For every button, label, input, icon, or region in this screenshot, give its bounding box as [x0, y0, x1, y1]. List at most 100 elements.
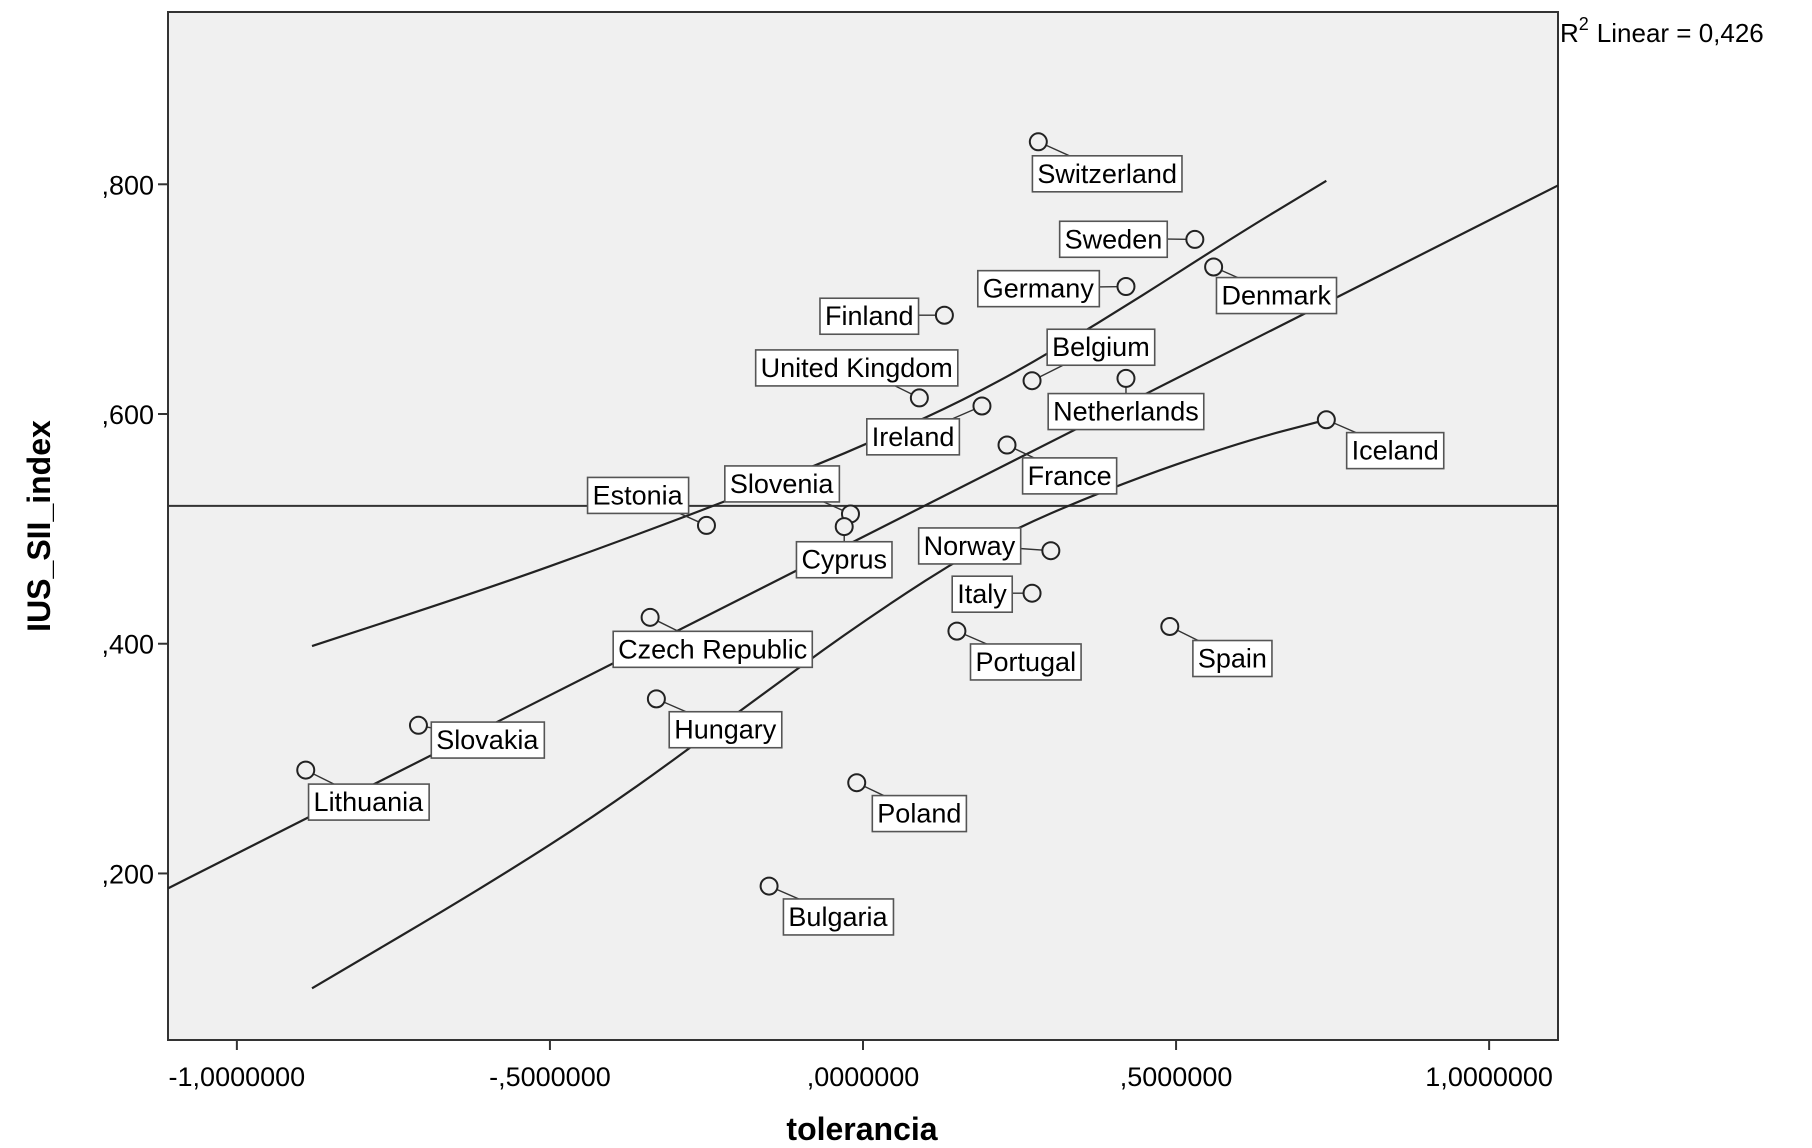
point-marker: [696, 515, 716, 535]
point-label-box: [976, 269, 1101, 308]
point-label: Czech Republic: [618, 634, 807, 664]
point-label: Sweden: [1065, 224, 1163, 254]
point-label-box: [668, 710, 783, 749]
x-tick-label: ,0000000: [807, 1062, 920, 1092]
point-label: Switzerland: [1037, 159, 1177, 189]
data-point: Slovakia: [408, 715, 546, 759]
point-label: Estonia: [593, 480, 684, 510]
point-label: Ireland: [872, 422, 955, 452]
point-label: Cyprus: [801, 545, 887, 575]
point-marker: [296, 760, 316, 780]
r2-label: R2 Linear = 0,426: [1560, 14, 1764, 48]
point-label-box: [951, 575, 1014, 613]
point-marker: [1028, 132, 1048, 152]
data-point: Iceland: [1316, 410, 1445, 470]
x-tick-label: 1,0000000: [1425, 1062, 1553, 1092]
point-marker: [972, 396, 992, 416]
point-marker: [759, 876, 779, 896]
y-axis-title: IUS_SII_index: [21, 420, 57, 632]
x-tick-label: ,5000000: [1120, 1062, 1233, 1092]
point-marker: [1022, 371, 1042, 391]
y-tick-label: ,600: [101, 400, 154, 430]
point-label-box: [586, 476, 690, 515]
point-label-box: [1215, 276, 1338, 315]
data-point: Italy: [951, 575, 1042, 613]
point-marker: [847, 773, 867, 793]
data-point: France: [997, 435, 1118, 495]
data-point: Lithuania: [296, 760, 430, 821]
point-label: Belgium: [1052, 332, 1150, 362]
point-marker: [934, 305, 954, 325]
point-label: Bulgaria: [788, 902, 888, 932]
point-label-box: [795, 540, 893, 579]
point-marker: [1316, 410, 1336, 430]
point-label-box: [917, 527, 1022, 565]
point-marker: [834, 517, 854, 537]
data-point: Belgium: [1022, 328, 1156, 391]
point-label-box: [754, 349, 959, 387]
point-marker: [1204, 257, 1224, 277]
y-tick-label: ,400: [101, 630, 154, 660]
point-marker: [997, 435, 1017, 455]
point-label: Spain: [1198, 644, 1267, 674]
data-point: Hungary: [646, 689, 783, 749]
point-marker: [408, 715, 428, 735]
point-label: Norway: [924, 531, 1016, 561]
data-point: Portugal: [947, 621, 1082, 681]
point-label: Iceland: [1352, 436, 1439, 466]
point-label-box: [1021, 457, 1118, 495]
data-point: Sweden: [1058, 220, 1205, 259]
point-label: Italy: [957, 579, 1007, 609]
point-marker: [909, 388, 929, 408]
point-marker: [1185, 229, 1205, 249]
point-label: Portugal: [976, 647, 1077, 677]
data-point: Finland: [819, 297, 954, 336]
point-label-box: [724, 465, 841, 503]
point-label-box: [1192, 639, 1273, 678]
point-label-box: [871, 794, 968, 833]
point-label: Lithuania: [314, 787, 425, 817]
ticks-layer: -1,0000000 -,5000000 ,0000000 ,5000000 1,000…: [101, 170, 1553, 1092]
x-axis-title: tolerancia: [786, 1111, 937, 1147]
x-tick-label: -1,0000000: [169, 1062, 306, 1092]
y-tick-label: ,200: [101, 859, 154, 889]
point-label-box: [1046, 328, 1156, 367]
data-point: Bulgaria: [759, 876, 895, 936]
r2-text: Linear = 0,426: [1597, 18, 1764, 48]
point-marker: [1022, 583, 1042, 603]
point-label-box: [1058, 220, 1169, 259]
point-marker: [1160, 617, 1180, 637]
data-point: United Kingdom: [754, 349, 959, 408]
point-label: United Kingdom: [761, 353, 953, 383]
y-tick-label: ,800: [101, 170, 154, 200]
data-point: Switzerland: [1028, 132, 1183, 193]
point-label-box: [612, 630, 814, 669]
data-point: Spain: [1160, 617, 1273, 678]
point-label: Poland: [877, 799, 961, 829]
x-tick-label: -,5000000: [489, 1062, 611, 1092]
point-marker: [1041, 541, 1061, 561]
point-label: Hungary: [674, 715, 777, 745]
data-point: Poland: [847, 773, 968, 833]
data-point: Slovenia: [724, 465, 860, 524]
point-marker: [640, 607, 660, 627]
data-point: Estonia: [586, 476, 716, 535]
point-label: Slovakia: [436, 725, 539, 755]
point-label-box: [866, 418, 961, 456]
data-point: Cyprus: [795, 517, 893, 579]
point-marker: [1116, 368, 1136, 388]
data-point: Ireland: [866, 396, 992, 456]
point-label-box: [819, 297, 920, 336]
point-label: Slovenia: [730, 469, 835, 499]
point-label-box: [782, 898, 895, 936]
point-label-box: [969, 643, 1082, 681]
point-label: Finland: [825, 301, 914, 331]
data-point: Netherlands: [1047, 368, 1205, 431]
point-label: Denmark: [1221, 281, 1331, 311]
point-label-box: [430, 721, 546, 759]
data-point: Czech Republic: [612, 607, 814, 669]
point-label: Netherlands: [1053, 397, 1199, 427]
point-marker: [646, 689, 666, 709]
